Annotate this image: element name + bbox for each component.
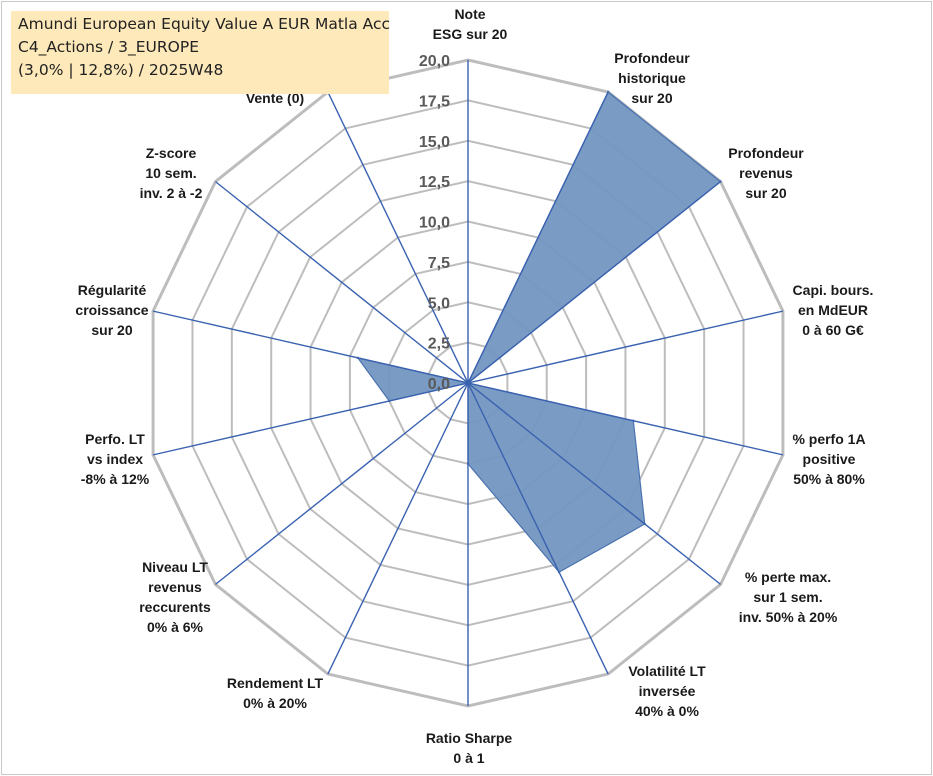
tick-label: 2,5: [428, 336, 450, 353]
tick-label: 0,0: [428, 376, 450, 393]
tick-label: 15,0: [419, 134, 450, 151]
axis-spoke: [467, 382, 609, 675]
axis-spoke: [467, 181, 721, 384]
axis-label-layer: Note ESG sur 20 Profondeur historique sur 20…: [75, 6, 873, 766]
tick-label: 5,0: [428, 295, 450, 312]
axis-label: Capi. bours. en MdEUR 0 à 60 G€: [793, 282, 874, 338]
fund-info-box: Amundi European Equity Value A EUR Matla…: [11, 11, 391, 94]
fund-period: (3,0% | 12,8%) / 2025W48: [18, 61, 224, 79]
axis-label: Volatilité LT inversée 40% à 0%: [628, 663, 706, 719]
fund-category: C4_Actions / 3_EUROPE: [18, 38, 199, 56]
axis-spoke: [467, 382, 784, 456]
axis-label: % perte max. sur 1 sem. inv. 50% à 20%: [739, 569, 838, 625]
axis-spoke: [215, 382, 469, 585]
axis-spoke: [467, 382, 721, 585]
tick-label: 10,0: [419, 215, 450, 232]
tick-label: 12,5: [419, 174, 450, 191]
axis-label: Niveau LT revenus reccurents 0% à 6%: [139, 559, 211, 635]
axis-label: Profondeur revenus sur 20: [728, 145, 804, 201]
axis-label: Note ESG sur 20: [433, 6, 508, 42]
tick-label-layer: 0,0 2,5 5,0 7,5 10,0 12,5 15,0 17,5 20,0: [419, 53, 450, 393]
axis-label: Rendement LT 0% à 20%: [227, 675, 324, 711]
axis-spoke: [152, 382, 469, 456]
axis-spoke: [215, 181, 469, 384]
tick-label: 20,0: [419, 53, 450, 70]
axis-label: Ratio Sharpe 0 à 1: [426, 730, 513, 766]
axis-spoke: [327, 91, 469, 384]
axis-label: Régularité croissance sur 20: [75, 282, 148, 338]
axis-label: Z-score 10 sem. inv. 2 à -2: [140, 145, 203, 201]
axis-label: Perfo. LT vs index -8% à 12%: [81, 431, 150, 487]
tick-label: 17,5: [419, 93, 450, 110]
axis-spoke: [467, 91, 609, 384]
spoke-layer: [152, 60, 784, 706]
axis-spoke: [467, 310, 784, 384]
fund-name: Amundi European Equity Value A EUR Matla…: [18, 15, 391, 33]
tick-label: 7,5: [428, 255, 450, 272]
axis-label: Profondeur historique sur 20: [614, 50, 690, 106]
axis-spoke: [327, 382, 469, 675]
series-area: [356, 91, 722, 573]
axis-spoke: [152, 310, 469, 384]
axis-label: % perfo 1A positive 50% à 80%: [792, 431, 865, 487]
